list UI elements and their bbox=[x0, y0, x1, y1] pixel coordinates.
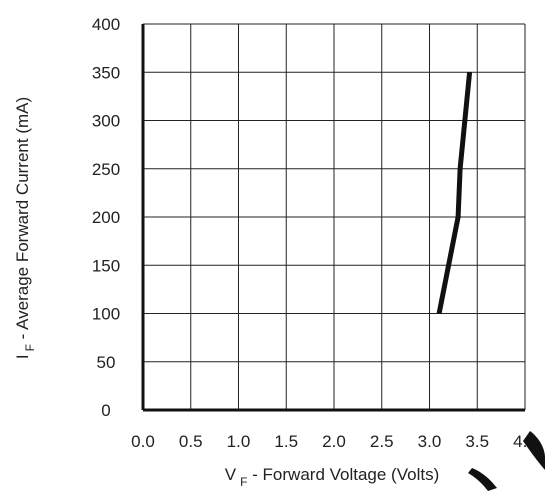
y-tick-label: 250 bbox=[92, 160, 120, 179]
y-tick-label: 400 bbox=[92, 15, 120, 34]
x-tick-label: 1.0 bbox=[227, 432, 251, 451]
x-tick-label: 3.0 bbox=[418, 432, 442, 451]
grid bbox=[141, 23, 526, 412]
tick-labels: 0 50 100 150 200 250 300 350 400 0.0 0.5 1.0 1.5 2.0 2… bbox=[92, 15, 537, 451]
x-tick-label: 2.5 bbox=[370, 432, 394, 451]
x-tick-label: 0.5 bbox=[179, 432, 203, 451]
y-tick-label: 0 bbox=[101, 401, 110, 420]
x-tick-label: 2.0 bbox=[322, 432, 346, 451]
y-tick-label: 300 bbox=[92, 112, 120, 131]
y-tick-label: 350 bbox=[92, 63, 120, 82]
series-line-0 bbox=[436, 72, 473, 314]
y-tick-label: 200 bbox=[92, 208, 120, 227]
y-tick-label: 150 bbox=[92, 256, 120, 275]
y-tick-label: 50 bbox=[97, 353, 116, 372]
y-axis-label-rest: - Average Forward Current (mA) bbox=[13, 97, 32, 344]
x-tick-label: 0.0 bbox=[131, 432, 155, 451]
y-axis-label-main: I bbox=[13, 354, 32, 359]
x-axis-label-rest: - Forward Voltage (Volts) bbox=[247, 465, 439, 484]
y-axis-label-subscript: F bbox=[23, 344, 37, 351]
x-tick-label: 3.5 bbox=[465, 432, 489, 451]
y-axis-label: IF - Average Forward Current (mA) bbox=[13, 97, 37, 359]
x-axis-label-main: V bbox=[225, 465, 237, 484]
pen-mark-graphic bbox=[468, 431, 545, 491]
x-axis-label-subscript: F bbox=[240, 475, 247, 489]
series bbox=[436, 72, 473, 314]
x-tick-label: 1.5 bbox=[274, 432, 298, 451]
y-tick-label: 100 bbox=[92, 305, 120, 324]
